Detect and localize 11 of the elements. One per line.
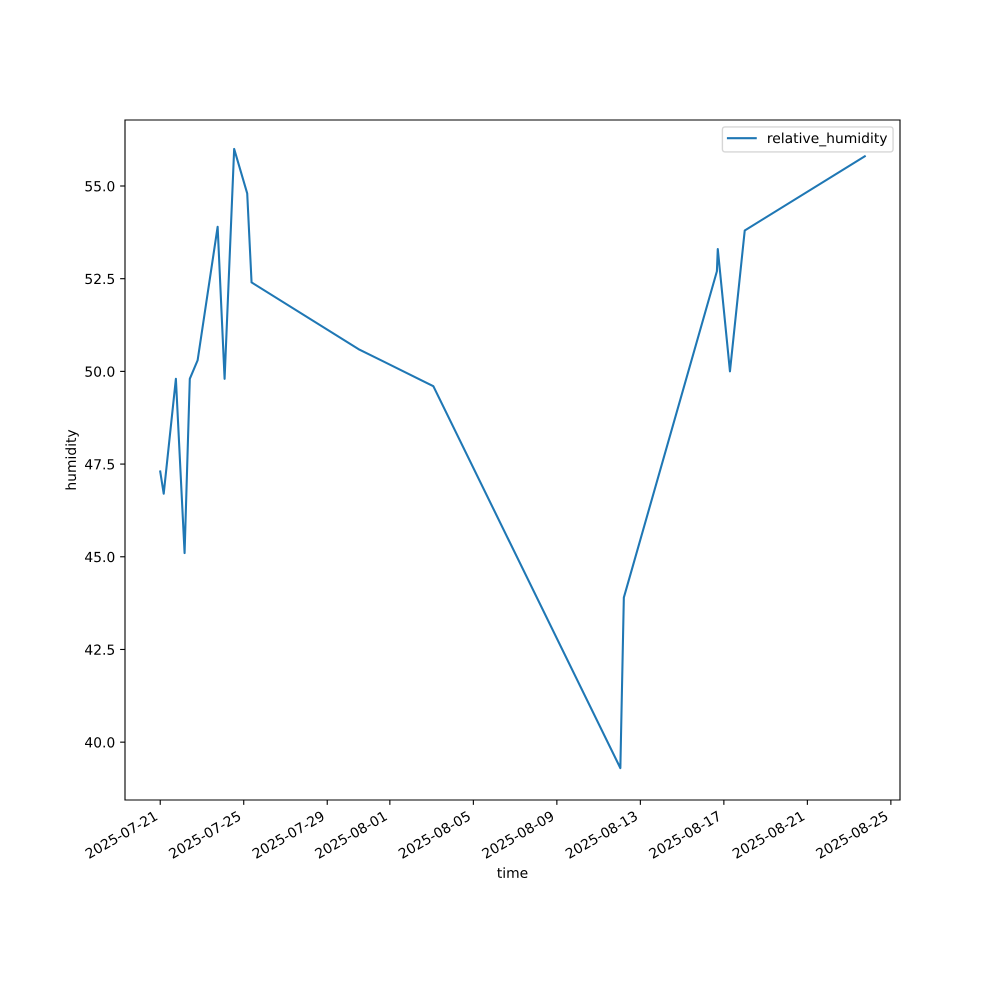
y-tick-label: 50.0	[85, 366, 114, 377]
line-series	[159, 148, 866, 770]
x-axis-title: time	[497, 867, 528, 878]
y-tick-label: 55.0	[85, 180, 114, 192]
y-tick-label: 40.0	[85, 737, 114, 748]
y-tick-label: 45.0	[85, 552, 114, 562]
y-tick-label: 47.5	[85, 459, 114, 470]
y-tick-label: 52.5	[85, 274, 114, 284]
legend-label: relative_humidity	[768, 132, 888, 146]
y-axis-title: humidity	[65, 430, 79, 490]
y-tick-label: 42.5	[85, 644, 114, 655]
